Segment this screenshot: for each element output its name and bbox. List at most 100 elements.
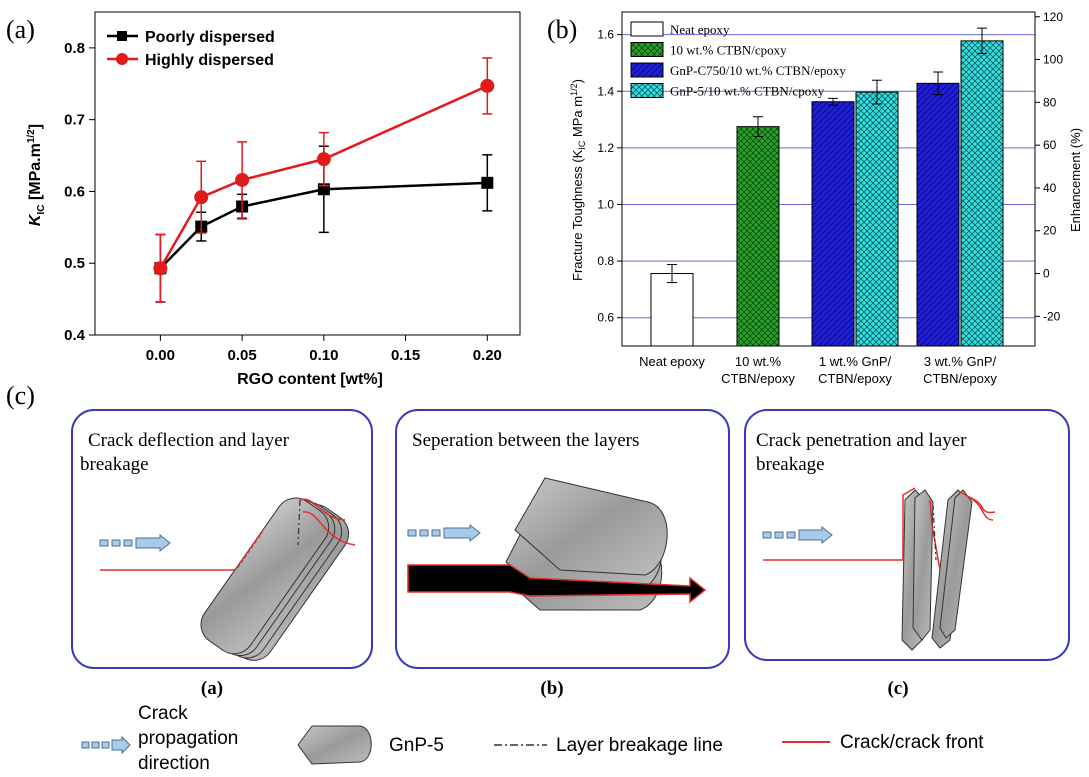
x-tick-label: 3 wt.% GnP/ bbox=[924, 354, 997, 369]
legend-swatch bbox=[630, 42, 664, 57]
x-tick-label: 0.10 bbox=[309, 347, 338, 364]
y-tick-label: 0.6 bbox=[597, 311, 614, 325]
legend-label: GnP-C750/10 wt.% CTBN/epoxy bbox=[670, 63, 846, 78]
box-a-title-line1: Crack deflection and layer bbox=[88, 430, 290, 451]
bar bbox=[855, 91, 899, 347]
legend-arrow-label-line1: Crack bbox=[138, 703, 188, 724]
legend-arrow-label-line3: direction bbox=[138, 753, 210, 774]
y2-tick-label: 100 bbox=[1043, 53, 1063, 67]
x-tick-label: CTBN/epoxy bbox=[923, 371, 997, 386]
crack-direction-arrow-icon bbox=[99, 533, 171, 553]
legend-crack-arrow-icon bbox=[81, 735, 131, 755]
box-c-caption: (c) bbox=[887, 678, 908, 699]
data-point bbox=[481, 176, 494, 189]
diagram-legend: Crack propagation direction GnP-5 Layer … bbox=[81, 703, 984, 774]
legend-marker-square bbox=[117, 31, 127, 41]
bar bbox=[960, 40, 1004, 347]
chart-a-plot-area bbox=[94, 11, 521, 336]
y2-tick-label: -20 bbox=[1043, 309, 1061, 323]
legend-label: GnP-5/10 wt.% CTBN/cpoxy bbox=[670, 84, 825, 99]
y2-tick-label: 20 bbox=[1043, 224, 1057, 238]
legend-label-highly: Highly dispersed bbox=[145, 52, 274, 69]
data-point bbox=[194, 190, 209, 205]
y-tick-label: 0.7 bbox=[64, 112, 85, 129]
x-tick-label: CTBN/epoxy bbox=[721, 371, 795, 386]
y-tick-label: 1.0 bbox=[597, 197, 614, 211]
y2-tick-label: 80 bbox=[1043, 95, 1057, 109]
box-b-caption: (b) bbox=[540, 678, 563, 699]
y-tick-label: 0.8 bbox=[597, 254, 614, 268]
bar bbox=[736, 126, 780, 347]
y-tick-label: 0.5 bbox=[64, 255, 85, 272]
x-tick-label: 10 wt.% bbox=[735, 354, 782, 369]
crack-direction-arrow-icon bbox=[762, 525, 833, 545]
y2-tick-label: 40 bbox=[1043, 181, 1057, 195]
x-tick-label: 0.15 bbox=[391, 347, 420, 364]
x-tick-label: Neat epoxy bbox=[639, 354, 705, 369]
y-tick-label: 1.6 bbox=[597, 28, 614, 42]
chart-a: 0.00 0.05 0.10 0.15 0.20 0.4 0.5 0.6 0.7 0.8 Poor… bbox=[26, 11, 521, 388]
chart-b-y2label: Enhancement (%) bbox=[1068, 128, 1083, 232]
x-tick-label: 0.20 bbox=[473, 347, 502, 364]
box-c-title-line1: Crack penetration and layer bbox=[756, 430, 967, 451]
x-tick-label: 0.05 bbox=[228, 347, 257, 364]
crack-front-line bbox=[902, 487, 996, 571]
chart-b-legend: Neat epoxy 10 wt.% CTBN/cpoxy GnP-C750/10 … bbox=[630, 21, 846, 99]
legend-gnp-icon bbox=[297, 725, 372, 765]
layer-breakage-line bbox=[932, 504, 937, 561]
legend-swatch bbox=[630, 21, 664, 37]
legend-label: Neat epoxy bbox=[670, 22, 730, 37]
crack-deflection-arrow bbox=[236, 531, 263, 569]
y-tick-label: 0.8 bbox=[64, 40, 85, 57]
y-tick-label: 1.2 bbox=[597, 141, 614, 155]
data-point bbox=[235, 172, 250, 187]
y2-tick-label: 0 bbox=[1043, 267, 1050, 281]
legend-arrow-label-line2: propagation bbox=[138, 728, 238, 749]
y-tick-label: 0.4 bbox=[64, 327, 86, 344]
panel-label-c: (c) bbox=[6, 381, 35, 410]
box-a-title-line2: breakage bbox=[80, 454, 149, 475]
crack-front-line bbox=[299, 498, 356, 546]
gnp-stack-icon bbox=[200, 497, 350, 661]
diagram-box-a: Crack deflection and layer breakage (a) bbox=[71, 409, 373, 699]
x-tick-label: CTBN/epoxy bbox=[818, 371, 892, 386]
data-point bbox=[153, 261, 168, 276]
gnp-vertical-layers-icon bbox=[901, 489, 973, 651]
crack-direction-arrow-icon bbox=[407, 523, 481, 543]
data-point bbox=[316, 152, 331, 167]
legend-marker-circle bbox=[116, 53, 128, 65]
box-a-caption: (a) bbox=[201, 678, 223, 699]
panel-label-b: (b) bbox=[547, 15, 577, 44]
chart-a-legend: Poorly dispersed Highly dispersed bbox=[107, 29, 275, 69]
x-tick-label: 0.00 bbox=[146, 347, 175, 364]
y-tick-label: 0.6 bbox=[64, 183, 85, 200]
separation-crack-arrow bbox=[407, 564, 707, 604]
x-tick-label: 1 wt.% GnP/ bbox=[819, 354, 892, 369]
panel-label-a: (a) bbox=[6, 15, 35, 44]
chart-b-ylabel: Fracture Toughness (KIC MPa m1/2) bbox=[569, 79, 587, 281]
data-point bbox=[480, 78, 495, 93]
bar bbox=[650, 273, 694, 347]
legend-swatch bbox=[630, 62, 664, 78]
chart-a-xlabel: RGO content [wt%] bbox=[237, 371, 383, 388]
legend-gnp-label: GnP-5 bbox=[389, 735, 444, 756]
chart-a-ylabel: KIC [MPa.m1/2] bbox=[26, 124, 47, 226]
y2-tick-label: 60 bbox=[1043, 138, 1057, 152]
box-c-title-line2: breakage bbox=[756, 454, 825, 475]
legend-swatch bbox=[630, 83, 664, 98]
diagram-box-b: Seperation between the layers (b) bbox=[395, 409, 730, 699]
gnp-layers-icon bbox=[505, 477, 668, 611]
bar bbox=[916, 82, 960, 347]
layer-breakage-line bbox=[297, 499, 301, 546]
y2-tick-label: 120 bbox=[1043, 10, 1063, 24]
chart-b: 0.6 0.8 1.0 1.2 1.4 1.6 -20 0 20 40 60 80 100 120 Neat… bbox=[569, 10, 1083, 386]
diagram-box-c: Crack penetration and layer breakage (c) bbox=[744, 409, 1070, 699]
legend-label: 10 wt.% CTBN/cpoxy bbox=[670, 43, 787, 58]
legend-breakage-label: Layer breakage line bbox=[556, 735, 723, 756]
box-b-title-line1: Seperation between the layers bbox=[412, 430, 639, 451]
legend-label-poorly: Poorly dispersed bbox=[145, 29, 275, 46]
y-tick-label: 1.4 bbox=[597, 84, 614, 98]
bar bbox=[811, 101, 855, 347]
legend-crack-label: Crack/crack front bbox=[840, 732, 984, 753]
